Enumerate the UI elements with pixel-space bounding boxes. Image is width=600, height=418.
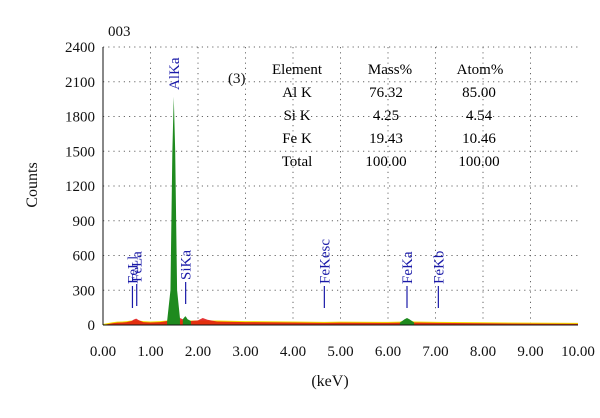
x-tick-label: 10.00 <box>561 344 595 360</box>
table-row-al-element: Al K <box>282 85 312 101</box>
peak-label-fekesc: FeKesc <box>317 239 333 284</box>
peak-label-alka: AlKa <box>167 57 183 90</box>
spectrum-label: 003 <box>108 24 131 40</box>
y-tick-label: 2100 <box>65 75 95 91</box>
peak-label-fekb: FeKb <box>431 251 447 284</box>
x-tick-label: 0.00 <box>90 344 116 360</box>
table-row-fe-atom: 10.46 <box>462 131 496 147</box>
x-tick-label: 4.00 <box>280 344 306 360</box>
x-tick-label: 8.00 <box>470 344 496 360</box>
x-tick-label: 1.00 <box>137 344 163 360</box>
x-tick-label: 7.00 <box>422 344 448 360</box>
table-header-element: Element <box>272 62 323 78</box>
table-row-total-atom: 100.00 <box>458 154 499 170</box>
composition-table: Element Mass% Atom% Al K 76.32 85.00 Si … <box>272 62 503 170</box>
table-header-mass: Mass% <box>368 62 412 78</box>
y-tick-label: 1500 <box>65 144 95 160</box>
table-row-total-element: Total <box>282 154 313 170</box>
peak-label-feka: FeKa <box>400 251 416 284</box>
peak-fill-alka <box>167 96 180 325</box>
peak-label-sika: SiKa <box>179 250 195 280</box>
y-tick-label: 0 <box>88 318 96 334</box>
table-row-si-atom: 4.54 <box>466 108 493 124</box>
peak-fill-sika <box>182 316 191 325</box>
table-header-atom: Atom% <box>457 62 504 78</box>
x-tick-label: 9.00 <box>517 344 543 360</box>
table-row-fe-mass: 19.43 <box>369 131 403 147</box>
y-tick-label: 900 <box>73 214 96 230</box>
x-axis-title: (keV) <box>311 373 348 390</box>
y-tick-label: 2400 <box>65 40 95 56</box>
y-tick-label: 600 <box>73 249 96 265</box>
y-axis-title: Counts <box>24 162 41 207</box>
peak-label-fela: FeLa <box>130 251 146 282</box>
x-tick-label: 2.00 <box>185 344 211 360</box>
spectrum-noise-floor <box>103 318 578 325</box>
y-tick-label: 1800 <box>65 110 95 126</box>
peak-fill-feka <box>399 318 415 325</box>
table-row-al-atom: 85.00 <box>462 85 496 101</box>
grid-lines <box>103 46 578 325</box>
spectrum-plot <box>103 96 578 325</box>
x-tick-label: 3.00 <box>232 344 258 360</box>
peak-label-fell: FeLl <box>125 256 141 284</box>
x-tick-label: 5.00 <box>327 344 353 360</box>
x-tick-label: 6.00 <box>375 344 401 360</box>
axis-ticks: 0 300 600 900 1200 1500 1800 2100 2400 0.00 1.00 2.… <box>65 40 595 360</box>
table-tag: (3) <box>228 71 246 87</box>
y-tick-label: 300 <box>73 283 96 299</box>
y-tick-label: 1200 <box>65 179 95 195</box>
table-row-total-mass: 100.00 <box>365 154 406 170</box>
table-row-si-mass: 4.25 <box>373 108 399 124</box>
table-row-al-mass: 76.32 <box>369 85 403 101</box>
table-row-fe-element: Fe K <box>282 131 312 147</box>
table-row-si-element: Si K <box>283 108 310 124</box>
